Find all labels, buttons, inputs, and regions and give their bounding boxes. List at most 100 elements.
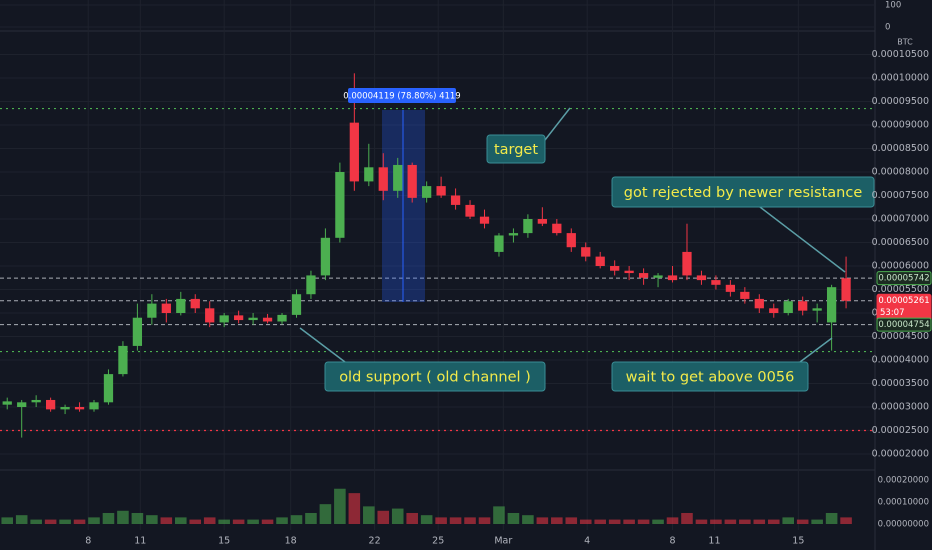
annotation-box xyxy=(611,176,875,208)
x-tick-label: 15 xyxy=(792,536,804,547)
volume-bar xyxy=(175,517,187,524)
volume-bar xyxy=(666,517,679,524)
candle-body xyxy=(696,275,707,281)
countdown: 53:07 xyxy=(880,308,905,318)
price-label-box xyxy=(876,271,932,286)
volume-bar xyxy=(507,512,520,524)
candle-body xyxy=(783,301,793,314)
candle-body xyxy=(523,219,533,234)
y-tick-label: 0.00009000 xyxy=(872,120,929,131)
candle-body xyxy=(320,237,331,276)
candle-body xyxy=(624,270,634,274)
annotation-arrows xyxy=(299,107,846,363)
y-tick-label: 0.00009500 xyxy=(872,96,929,107)
arrow xyxy=(544,107,571,141)
candle-body xyxy=(306,275,316,295)
volume-bar xyxy=(840,517,852,524)
volume-bar xyxy=(565,517,578,524)
volume-bar xyxy=(825,512,838,524)
y-tick-label: 0.00007000 xyxy=(872,214,929,225)
x-tick-label: 4 xyxy=(584,536,590,547)
x-tick-label: 18 xyxy=(285,536,297,547)
volume-bar xyxy=(363,506,375,524)
candle-body xyxy=(407,164,417,198)
candle-body xyxy=(740,291,750,299)
price-label: 0.00005742 xyxy=(878,274,929,284)
candle-body xyxy=(711,280,721,285)
x-tick-label: 15 xyxy=(218,536,230,547)
x-tick-label: 22 xyxy=(369,536,381,547)
volume-bar xyxy=(203,517,216,524)
measure-label-box xyxy=(348,88,456,103)
volume-bar xyxy=(608,519,621,524)
y-tick-label: 0.00010000 xyxy=(872,73,929,84)
candle-body xyxy=(479,216,490,224)
candle-body xyxy=(176,298,186,314)
candle-body xyxy=(219,315,229,323)
candle-body xyxy=(508,233,519,236)
y-tick-label: 0.00006500 xyxy=(872,237,929,248)
candle-body xyxy=(291,294,302,315)
x-tick-label: 11 xyxy=(134,536,146,547)
volume-bar xyxy=(579,519,592,524)
volume-bar xyxy=(811,519,823,524)
volume-tick-label: 0.00020000 xyxy=(878,475,929,485)
candle-body xyxy=(595,256,605,267)
volume-bar xyxy=(536,517,549,524)
volume-bar xyxy=(117,510,129,524)
y-tick-label: 0.00002500 xyxy=(872,425,929,436)
annotation-text: old support ( old channel ) xyxy=(339,370,531,386)
candle-body xyxy=(349,122,359,182)
volume-bar xyxy=(695,519,708,524)
volume-tick-label: 0.00010000 xyxy=(878,497,929,507)
candle-body xyxy=(638,273,649,278)
volume-bar xyxy=(146,515,158,524)
volume-bar xyxy=(218,519,230,524)
candle-body xyxy=(581,247,591,257)
candle-body xyxy=(89,402,99,410)
candle-body xyxy=(17,402,27,408)
volume-bar xyxy=(88,517,100,524)
annotation-text: target xyxy=(494,142,538,158)
y-tick-label: 0.00006000 xyxy=(872,261,929,272)
volume-bar xyxy=(59,519,71,524)
volume-bar xyxy=(15,515,28,524)
candle-body xyxy=(841,278,851,301)
volume-bar xyxy=(406,512,418,524)
x-tick-label: Mar xyxy=(494,536,512,547)
candle-body xyxy=(610,266,620,271)
x-tick-label: 8 xyxy=(85,536,91,547)
volume-bar xyxy=(782,517,795,524)
candle-body xyxy=(262,317,273,322)
volume-bar xyxy=(160,517,173,524)
volume-bar xyxy=(261,519,274,524)
annotation-box xyxy=(486,134,546,164)
candle-body xyxy=(118,345,128,375)
candle-body xyxy=(826,287,837,323)
y-tick-label: 0.00005500 xyxy=(872,284,929,295)
candle-body xyxy=(147,303,157,318)
volume-bar xyxy=(551,517,563,524)
indicator-tick-label: 0 xyxy=(885,23,890,33)
candle-body xyxy=(552,223,562,234)
volume-bar xyxy=(435,517,447,524)
candle-body xyxy=(754,298,764,309)
indicator-tick-label: 100 xyxy=(885,1,901,11)
volume-bar xyxy=(44,519,57,524)
volume-bar xyxy=(391,508,404,524)
annotation-box xyxy=(324,361,546,392)
volume-bar xyxy=(681,512,693,524)
arrow xyxy=(299,327,346,363)
candle-body xyxy=(378,167,388,191)
x-tick-label: 8 xyxy=(669,536,675,547)
candle-body xyxy=(205,308,215,323)
y-tick-label: 0.00004000 xyxy=(872,355,929,366)
volume-bar xyxy=(767,519,780,524)
candle-body xyxy=(465,204,475,217)
candle-body xyxy=(277,314,287,322)
candle-body xyxy=(422,186,432,198)
y-tick-label: 0.00003000 xyxy=(872,402,929,413)
candle-body xyxy=(653,275,663,278)
